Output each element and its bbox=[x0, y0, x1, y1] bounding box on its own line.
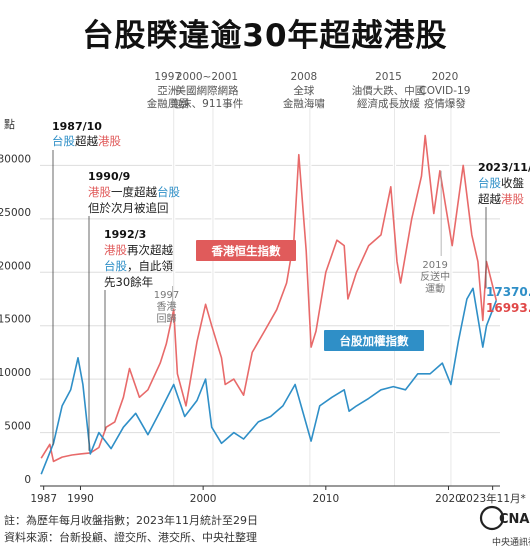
taiex-series-line bbox=[40, 287, 498, 475]
small-note-text: 運動 bbox=[425, 282, 445, 295]
chart-title: 台股睽違逾30年超越港股 bbox=[82, 18, 447, 54]
annotation-date: 1990/9 bbox=[88, 170, 130, 183]
annotation-text: 先30餘年 bbox=[104, 275, 153, 289]
y-tick-label: 0 bbox=[24, 474, 31, 486]
event-desc: 疫情爆發 bbox=[424, 97, 466, 110]
annotation-span: 港股 bbox=[104, 243, 127, 257]
end-value-hsi: 16993.4 bbox=[486, 301, 530, 315]
small-note-text: 2019 bbox=[422, 260, 447, 271]
event-year: 2015 bbox=[375, 71, 402, 83]
series-tag-label: 台股加權指數 bbox=[340, 334, 409, 348]
footer-note: 註：為歷年每月收盤指數；2023年11月統計至29日 bbox=[4, 513, 258, 527]
annotation-span: 台股 bbox=[478, 176, 501, 190]
annotation-span: 再次超越 bbox=[127, 243, 173, 257]
event-desc: 美國網際網路 bbox=[175, 84, 238, 97]
y-tick-label: 5000 bbox=[4, 421, 31, 433]
x-tick-label: 2020 bbox=[435, 493, 462, 505]
small-note-text: 回歸 bbox=[156, 312, 176, 325]
y-tick-label: 30000 bbox=[0, 153, 31, 165]
event-year: 2020 bbox=[432, 71, 459, 83]
event-year: 1997 bbox=[154, 71, 181, 83]
event-desc: 經濟成長放緩 bbox=[357, 97, 420, 110]
annotation-text: 港股一度超越台股 bbox=[88, 185, 180, 199]
event-desc: 金融海嘯 bbox=[283, 97, 325, 110]
annotation-date: 1987/10 bbox=[52, 120, 102, 133]
event-year: 2008 bbox=[290, 71, 317, 83]
annotation-span: 收盤 bbox=[501, 176, 524, 190]
event-desc: 全球 bbox=[293, 84, 314, 97]
small-note-text: 1997 bbox=[154, 290, 179, 301]
y-tick-label: 20000 bbox=[0, 260, 31, 272]
logo-text: CNA bbox=[499, 512, 529, 527]
annotation-span: 港股 bbox=[501, 192, 524, 206]
y-unit-label: 點 bbox=[4, 118, 15, 131]
annotation-text: 台股收盤 bbox=[478, 176, 524, 190]
y-tick-label: 10000 bbox=[0, 367, 31, 379]
x-tick-label: 2010 bbox=[312, 493, 339, 505]
small-note-text: 反送中 bbox=[420, 270, 450, 283]
annotation-date: 2023/11/29 bbox=[478, 161, 530, 174]
annotation-span: 一度超越 bbox=[111, 185, 157, 199]
event-desc: 金融風暴 bbox=[147, 97, 189, 110]
annotation-span: 港股 bbox=[88, 185, 111, 199]
annotation-span: 港股 bbox=[98, 134, 121, 148]
annotation-span: 台股 bbox=[157, 185, 180, 199]
event-year: 2000~2001 bbox=[176, 71, 238, 83]
x-tick-label: 1990 bbox=[67, 493, 94, 505]
event-desc: 油價大跌、中國 bbox=[352, 84, 426, 97]
x-tick-label: 2000 bbox=[190, 493, 217, 505]
annotation-span: 超越 bbox=[75, 134, 98, 148]
series-tag-bg bbox=[324, 330, 424, 351]
annotation-span: 台股 bbox=[104, 259, 127, 273]
footer-source: 資料來源：台新投顧、證交所、港交所、中央社整理 bbox=[4, 530, 257, 544]
annotation-text: 但於次月被追回 bbox=[88, 201, 169, 215]
annotation-span: ，自此領 bbox=[127, 259, 173, 273]
annotation-text: 港股再次超越 bbox=[104, 243, 173, 257]
event-desc: 亞洲 bbox=[157, 85, 178, 97]
annotation-span: 超越 bbox=[478, 192, 501, 206]
annotation-text: 台股，自此領 bbox=[104, 259, 173, 273]
end-value-taiex: 17370.5 bbox=[486, 285, 530, 299]
event-desc: 泡沫、911事件 bbox=[171, 97, 244, 110]
y-tick-label: 25000 bbox=[0, 207, 31, 219]
event-desc: COVID-19 bbox=[419, 85, 470, 97]
series-tag-bg bbox=[196, 240, 296, 261]
x-tick-label: 2023年11月* bbox=[459, 492, 525, 505]
annotation-text: 超越港股 bbox=[478, 192, 524, 206]
y-tick-label: 15000 bbox=[0, 314, 31, 326]
annotation-date: 1992/3 bbox=[104, 228, 146, 241]
annotation-text: 台股超越港股 bbox=[52, 134, 121, 148]
logo-caption: 中央通訊社 bbox=[492, 536, 530, 548]
logo-mark bbox=[479, 505, 505, 531]
cna-logo: CNA 中央通訊社 bbox=[479, 505, 530, 548]
small-note-text: 香港 bbox=[156, 301, 176, 313]
x-tick-label: 1987 bbox=[30, 493, 57, 505]
annotation-span: 台股 bbox=[52, 134, 75, 148]
series-tag-label: 香港恒生指數 bbox=[211, 244, 281, 258]
hsi-series-line bbox=[40, 134, 498, 463]
